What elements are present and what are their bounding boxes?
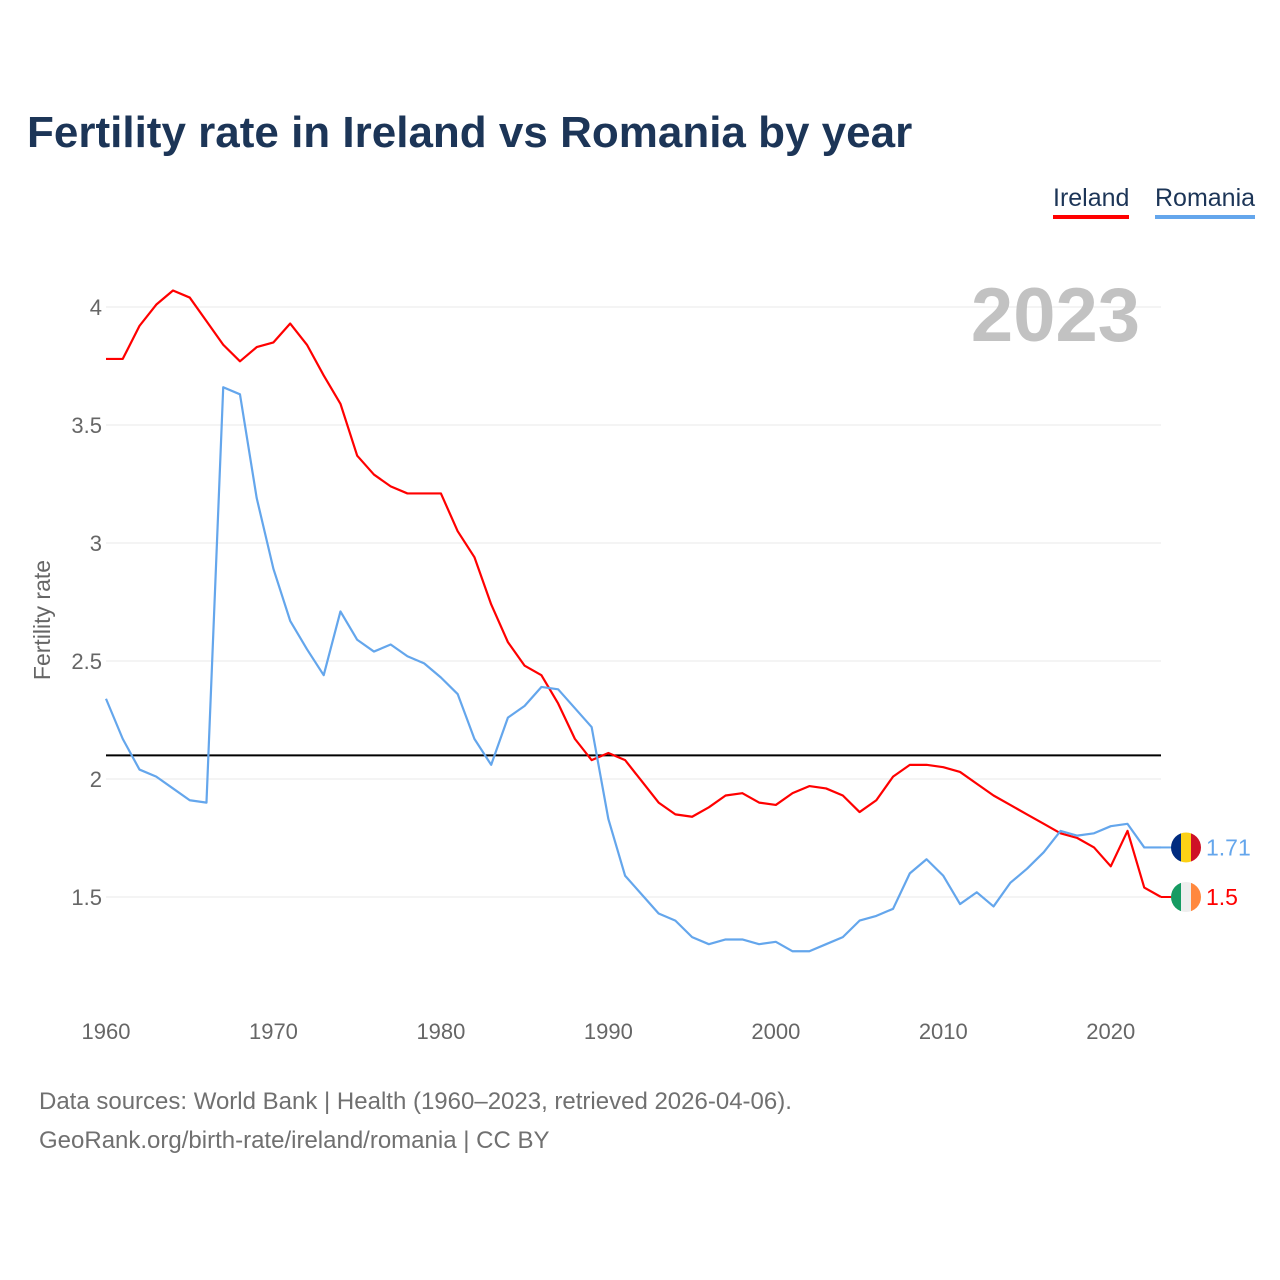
end-value-label: 1.5	[1206, 884, 1238, 910]
x-tick-label: 1960	[82, 1019, 131, 1044]
flag-stripe	[1181, 832, 1191, 863]
y-tick-label: 2	[90, 767, 102, 792]
flag-stripe	[1171, 882, 1181, 912]
y-tick-label: 3.5	[71, 413, 102, 438]
legend-romania[interactable]: Romania	[1155, 184, 1256, 219]
flag-stripe	[1181, 882, 1191, 912]
y-tick-label: 4	[90, 295, 102, 320]
flag-stripe	[1191, 882, 1201, 912]
x-tick-label: 1970	[249, 1019, 298, 1044]
y-tick-label: 2.5	[71, 649, 102, 674]
x-tick-label: 2020	[1086, 1019, 1135, 1044]
x-tick-label: 2010	[919, 1019, 968, 1044]
series-line-romania	[104, 386, 1161, 953]
y-axis-label: Fertility rate	[29, 560, 55, 680]
legend-ireland[interactable]: Ireland	[1053, 184, 1130, 219]
x-tick-label: 1980	[416, 1019, 465, 1044]
data-source: Data sources: World Bank | Health (1960–…	[39, 1088, 792, 1115]
ireland-flag-icon	[1171, 882, 1201, 912]
x-tick-label: 1990	[584, 1019, 633, 1044]
year-label: 2023	[970, 273, 1140, 358]
y-tick-label: 1.5	[71, 885, 102, 910]
series-line-ireland	[106, 289, 1162, 898]
chart-title: Fertility rate in Ireland vs Romania by …	[27, 108, 913, 157]
credit-link[interactable]: GeoRank.org/birth-rate/ireland/romania |…	[39, 1127, 550, 1154]
romania-flag-icon	[1171, 832, 1201, 863]
x-tick-label: 2000	[751, 1019, 800, 1044]
flag-stripe	[1191, 832, 1201, 863]
end-value-label: 1.71	[1206, 834, 1251, 860]
y-tick-label: 3	[90, 531, 102, 556]
flag-stripe	[1171, 832, 1181, 863]
